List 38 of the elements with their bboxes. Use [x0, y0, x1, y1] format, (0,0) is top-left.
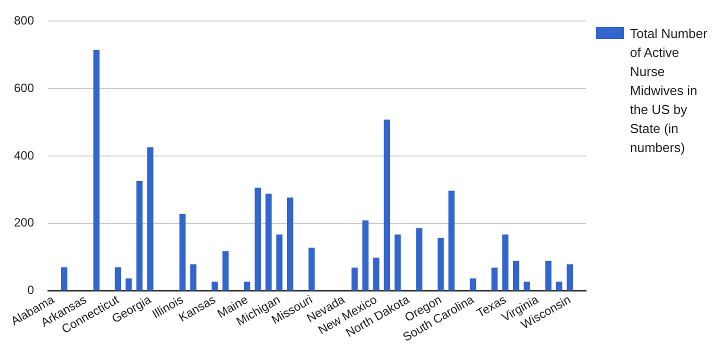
bar: [114, 267, 122, 290]
bar: [394, 234, 401, 290]
bar: [491, 268, 498, 290]
y-tick-label: 600: [14, 80, 34, 95]
bar: [244, 282, 250, 290]
bar: [93, 50, 100, 290]
bar: [438, 238, 444, 290]
bar: [190, 264, 196, 290]
bar: [556, 282, 562, 290]
bar: [179, 214, 186, 290]
bar: [502, 234, 508, 290]
y-tick-label: 800: [14, 14, 34, 28]
bar: [286, 197, 294, 290]
bar: [276, 234, 282, 290]
bar: [147, 147, 154, 290]
y-tick-label: 0: [27, 283, 34, 298]
bar: [254, 188, 261, 290]
bar: [566, 264, 573, 290]
bar: [373, 258, 380, 290]
bar: [470, 278, 476, 290]
legend-label: Total Number of Active Nurse Midwives in the US by State (in numbers): [630, 25, 708, 157]
y-tick-label: 400: [14, 148, 34, 162]
bar: [265, 194, 272, 290]
bar: [512, 260, 520, 290]
bar: [384, 120, 390, 290]
bar: [362, 220, 369, 290]
y-tick-label: 200: [14, 216, 34, 230]
bar: [61, 267, 68, 290]
bar: [222, 251, 229, 290]
bar: [136, 180, 143, 290]
bar: [448, 190, 455, 290]
bar: [308, 248, 315, 290]
bar: [545, 260, 552, 290]
bar: [352, 268, 358, 290]
bar: [416, 228, 422, 290]
bar: [524, 282, 530, 290]
bar: [126, 278, 132, 290]
bar: [212, 282, 218, 290]
